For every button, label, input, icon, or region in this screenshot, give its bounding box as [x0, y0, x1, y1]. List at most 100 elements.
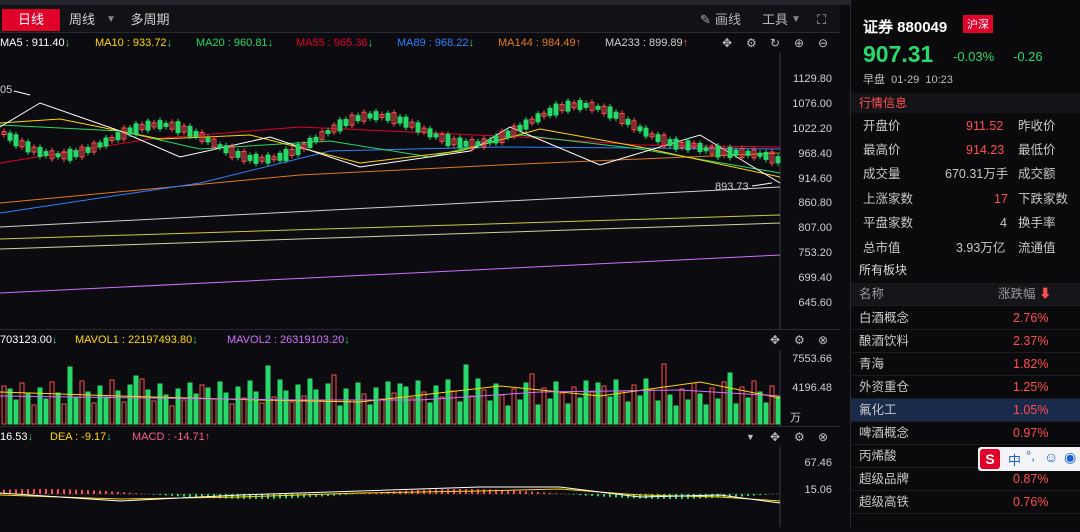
volume-bar — [703, 404, 709, 425]
sector-row[interactable]: 超级品牌 0.87% — [851, 468, 1080, 491]
candle-body — [295, 144, 301, 156]
volume-bar — [655, 400, 661, 425]
volume-bar — [325, 383, 331, 425]
candle-body — [619, 112, 625, 124]
zoom-in-icon[interactable]: ⊕ — [794, 36, 805, 50]
move-icon[interactable]: ✥ — [770, 430, 781, 444]
candle-body — [349, 114, 355, 126]
candle-body — [313, 136, 319, 142]
volume-bar — [721, 381, 727, 425]
volume-legend-bar: 703123.00↓ MAVOL1 : 22197493.80↓ MAVOL2 … — [0, 330, 840, 350]
ime-logo-icon[interactable]: S — [980, 449, 1000, 469]
candle-body — [235, 150, 241, 158]
tab-daily[interactable]: 日线 — [2, 9, 60, 31]
candle-body — [109, 137, 115, 142]
ime-toolbar[interactable]: S 中 °, ☺ ◉ — [978, 447, 1080, 471]
sector-row[interactable]: 青海 1.82% — [851, 353, 1080, 376]
chevron-down-icon[interactable]: ▼ — [746, 432, 755, 442]
ma55-label: MA55 : 965.36↓ — [296, 37, 374, 49]
gear-icon[interactable]: ⚙ — [746, 36, 757, 50]
mavol2-label: MAVOL2 : 26319103.20↓ — [227, 334, 350, 346]
volume-pane[interactable]: 7553.66 4196.48 万 — [0, 350, 840, 427]
candle-body — [223, 145, 229, 154]
volume-bar — [457, 401, 463, 425]
candle-body — [247, 154, 253, 161]
price-axis-label: 1076.00 — [792, 98, 832, 110]
volume-bar — [265, 365, 271, 425]
candle-body — [301, 143, 307, 150]
sector-row[interactable]: 外资重仓 1.25% — [851, 376, 1080, 399]
candle-body — [505, 130, 511, 138]
macd-chart[interactable] — [0, 447, 840, 527]
volume-bar — [685, 399, 691, 425]
fullscreen-icon[interactable]: ⛶ — [817, 12, 827, 27]
sector-row[interactable]: 氟化工 1.05% — [851, 399, 1080, 422]
gear-icon[interactable]: ⚙ — [794, 333, 805, 347]
zoom-out-icon[interactable]: ⊖ — [818, 36, 829, 50]
sector-row[interactable]: 酿酒饮料 2.37% — [851, 330, 1080, 353]
candle-body — [163, 122, 169, 127]
macd-pane[interactable]: 67.46 15.06 — [0, 447, 840, 527]
candle-body — [763, 151, 769, 160]
candle-body — [355, 115, 361, 122]
price-chart-pane[interactable]: 1129.80 1076.00 1022.20 968.40 914.60 86… — [0, 53, 840, 330]
sector-row[interactable]: 白酒概念 2.76% — [851, 307, 1080, 330]
dea-line — [0, 488, 781, 502]
move-icon[interactable]: ✥ — [722, 36, 733, 50]
sector-name: 白酒概念 — [859, 311, 910, 325]
draw-line-button[interactable]: 画线 — [715, 12, 742, 27]
move-icon[interactable]: ✥ — [770, 333, 781, 347]
candle-body — [703, 147, 709, 152]
candle-body — [265, 154, 271, 164]
sector-change: 2.37% — [1013, 334, 1049, 348]
punctuation-icon[interactable]: °, — [1026, 448, 1035, 463]
candle-body — [751, 149, 757, 159]
tab-multi-period[interactable]: 多周期 — [130, 12, 170, 27]
close-icon[interactable]: ⊗ — [818, 333, 829, 347]
ime-lang-toggle[interactable]: 中 — [1008, 453, 1022, 468]
sector-change: 2.76% — [1013, 311, 1049, 325]
volume-bar — [283, 390, 289, 425]
candle-body — [169, 121, 175, 130]
candle-body — [409, 121, 415, 128]
candle-body — [673, 138, 679, 150]
candle-body — [13, 134, 19, 147]
sort-column-header[interactable]: 涨跌幅 ⬇ — [998, 287, 1052, 301]
sector-row[interactable]: 啤酒概念 0.97% — [851, 422, 1080, 445]
gear-icon[interactable]: ⚙ — [794, 430, 805, 444]
tab-weekly[interactable]: 周线 — [68, 12, 95, 27]
volume-bar — [643, 378, 649, 425]
emoji-icon[interactable]: ☺ — [1044, 449, 1059, 465]
sector-row[interactable]: 超级高铁 0.76% — [851, 491, 1080, 514]
volume-bar — [331, 374, 337, 425]
candle-body — [589, 101, 595, 111]
volume-bar — [541, 387, 547, 425]
quote-row: 总市值 3.93万亿 流通值 — [863, 241, 1056, 255]
chevron-down-icon[interactable]: ▼ — [106, 14, 116, 25]
candle-body — [175, 121, 181, 134]
candle-body — [205, 137, 211, 143]
ma-legend-bar: MA5 : 911.40↓ MA10 : 933.72↓ MA20 : 960.… — [0, 33, 840, 53]
volume-chart[interactable] — [0, 350, 840, 427]
candle-body — [283, 148, 289, 161]
volume-bar — [451, 390, 457, 425]
low-marker-arrow — [751, 182, 773, 187]
pencil-icon[interactable]: ✎ — [700, 12, 711, 27]
candle-body — [103, 137, 109, 147]
volume-bar — [475, 378, 481, 425]
dif-line — [0, 486, 781, 504]
candle-body — [241, 150, 247, 162]
tools-button[interactable]: 工具 — [762, 12, 789, 27]
candle-body — [535, 113, 541, 123]
sector-name: 丙烯酸 — [859, 449, 897, 463]
sector-row[interactable]: 丙烯酸 — [851, 445, 1080, 468]
ma20-label: MA20 : 960.81↓ — [196, 37, 274, 49]
voice-icon[interactable]: ◉ — [1064, 449, 1077, 465]
candlestick-chart[interactable] — [0, 53, 840, 330]
close-icon[interactable]: ⊗ — [818, 430, 829, 444]
refresh-icon[interactable]: ↻ — [770, 36, 781, 50]
chevron-down-icon[interactable]: ▼ — [791, 14, 801, 25]
volume-bar — [715, 398, 721, 425]
candle-body — [55, 153, 61, 158]
ma5-label: MA5 : 911.40↓ — [0, 37, 71, 49]
